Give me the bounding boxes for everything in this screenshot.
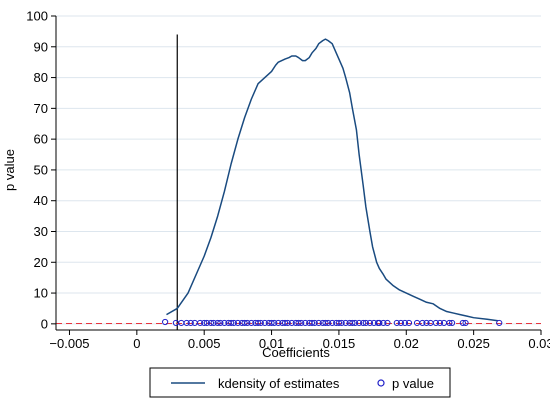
p-value-point xyxy=(448,319,456,327)
x-tick-label: −0.005 xyxy=(49,336,89,351)
p-value-point xyxy=(315,319,322,327)
p-value-point xyxy=(397,319,404,327)
p-value-point xyxy=(393,319,400,327)
y-tick-label: 0 xyxy=(41,316,48,331)
x-tick-label: 0.005 xyxy=(188,336,221,351)
p-value-point xyxy=(335,319,343,327)
p-value-point xyxy=(423,319,430,327)
legend: kdensity of estimates p value xyxy=(149,367,451,398)
p-value-point xyxy=(217,319,224,327)
y-tick-label: 70 xyxy=(34,101,48,116)
p-value-point xyxy=(261,319,268,327)
p-value-point xyxy=(401,319,409,327)
p-value-point xyxy=(459,319,466,327)
p-value-point xyxy=(203,319,210,327)
p-value-point xyxy=(281,319,289,327)
p-value-point xyxy=(230,319,237,327)
p-value-point xyxy=(271,319,278,327)
y-tick-label: 60 xyxy=(34,132,48,147)
p-value-point xyxy=(436,319,444,327)
p-value-point xyxy=(210,319,217,327)
p-value-point xyxy=(187,319,194,327)
p-value-point xyxy=(275,319,282,327)
y-tick-label: 80 xyxy=(34,70,48,85)
p-value-point xyxy=(308,319,316,327)
y-tick-label: 90 xyxy=(34,39,48,54)
p-value-point xyxy=(496,319,503,327)
x-axis-ticks: −0.005 0 0.005 0.01 0.015 0.02 0.025 0.03 xyxy=(49,330,550,351)
x-tick-label: 0.025 xyxy=(457,336,490,351)
p-value-point xyxy=(446,319,453,327)
p-value-point xyxy=(405,319,413,327)
y-axis-ticks: 0 10 20 30 40 50 60 70 80 90 100 xyxy=(26,9,56,331)
p-value-point xyxy=(268,319,275,327)
legend-p-value-label: p value xyxy=(392,376,434,391)
p-value-point xyxy=(360,319,367,327)
x-tick-label: 0.01 xyxy=(259,336,284,351)
p-value-point xyxy=(322,319,329,327)
x-tick-label: 0.015 xyxy=(323,336,356,351)
p-value-point xyxy=(325,319,332,327)
p-value-point xyxy=(362,319,369,327)
p-value-point xyxy=(380,319,387,327)
p-value-point xyxy=(244,319,251,327)
p-value-point xyxy=(302,319,309,327)
p-value-point xyxy=(329,319,336,327)
p-value-point xyxy=(214,319,221,327)
p-value-point xyxy=(241,319,248,327)
legend-kdensity-label: kdensity of estimates xyxy=(218,376,340,391)
p-value-point xyxy=(462,319,469,327)
p-value-point xyxy=(248,319,255,327)
p-value-point xyxy=(254,319,262,327)
y-tick-label: 30 xyxy=(34,224,48,239)
x-axis-title: Coefficients xyxy=(262,345,330,360)
p-value-point xyxy=(366,319,374,327)
x-tick-label: 0 xyxy=(133,336,140,351)
p-value-series xyxy=(162,318,503,327)
y-tick-label: 40 xyxy=(34,193,48,208)
p-value-point xyxy=(207,319,215,327)
p-value-point xyxy=(228,319,235,327)
p-value-point xyxy=(197,319,204,327)
p-value-point xyxy=(257,319,264,327)
p-value-point xyxy=(338,319,345,327)
grid-lines xyxy=(56,15,541,325)
p-value-point xyxy=(311,319,318,327)
p-value-point xyxy=(356,319,363,327)
p-value-point xyxy=(162,318,169,326)
p-value-point xyxy=(221,319,228,327)
legend-p-value-swatch xyxy=(377,379,385,387)
x-tick-label: 0.02 xyxy=(394,336,419,351)
p-value-point xyxy=(342,319,349,327)
y-tick-label: 20 xyxy=(34,255,48,270)
p-value-point xyxy=(284,319,291,327)
p-value-point xyxy=(201,319,208,327)
p-value-point xyxy=(298,319,305,327)
x-tick-label: 0.03 xyxy=(528,336,550,351)
kdensity-series xyxy=(166,38,498,322)
p-value-point xyxy=(295,319,302,327)
p-value-point xyxy=(234,319,241,327)
p-value-point xyxy=(351,319,359,327)
p-value-point xyxy=(183,319,190,327)
y-tick-label: 50 xyxy=(34,162,48,177)
p-value-point xyxy=(384,319,391,327)
kdensity-line xyxy=(166,38,498,322)
p-value-point xyxy=(349,319,356,327)
p-value-point xyxy=(376,319,383,327)
y-axis-title: p value xyxy=(2,149,17,191)
p-value-point xyxy=(432,319,440,327)
y-tick-label: 100 xyxy=(26,9,48,24)
p-value-point xyxy=(288,319,295,327)
p-value-point xyxy=(419,319,426,327)
y-tick-label: 10 xyxy=(34,286,48,301)
